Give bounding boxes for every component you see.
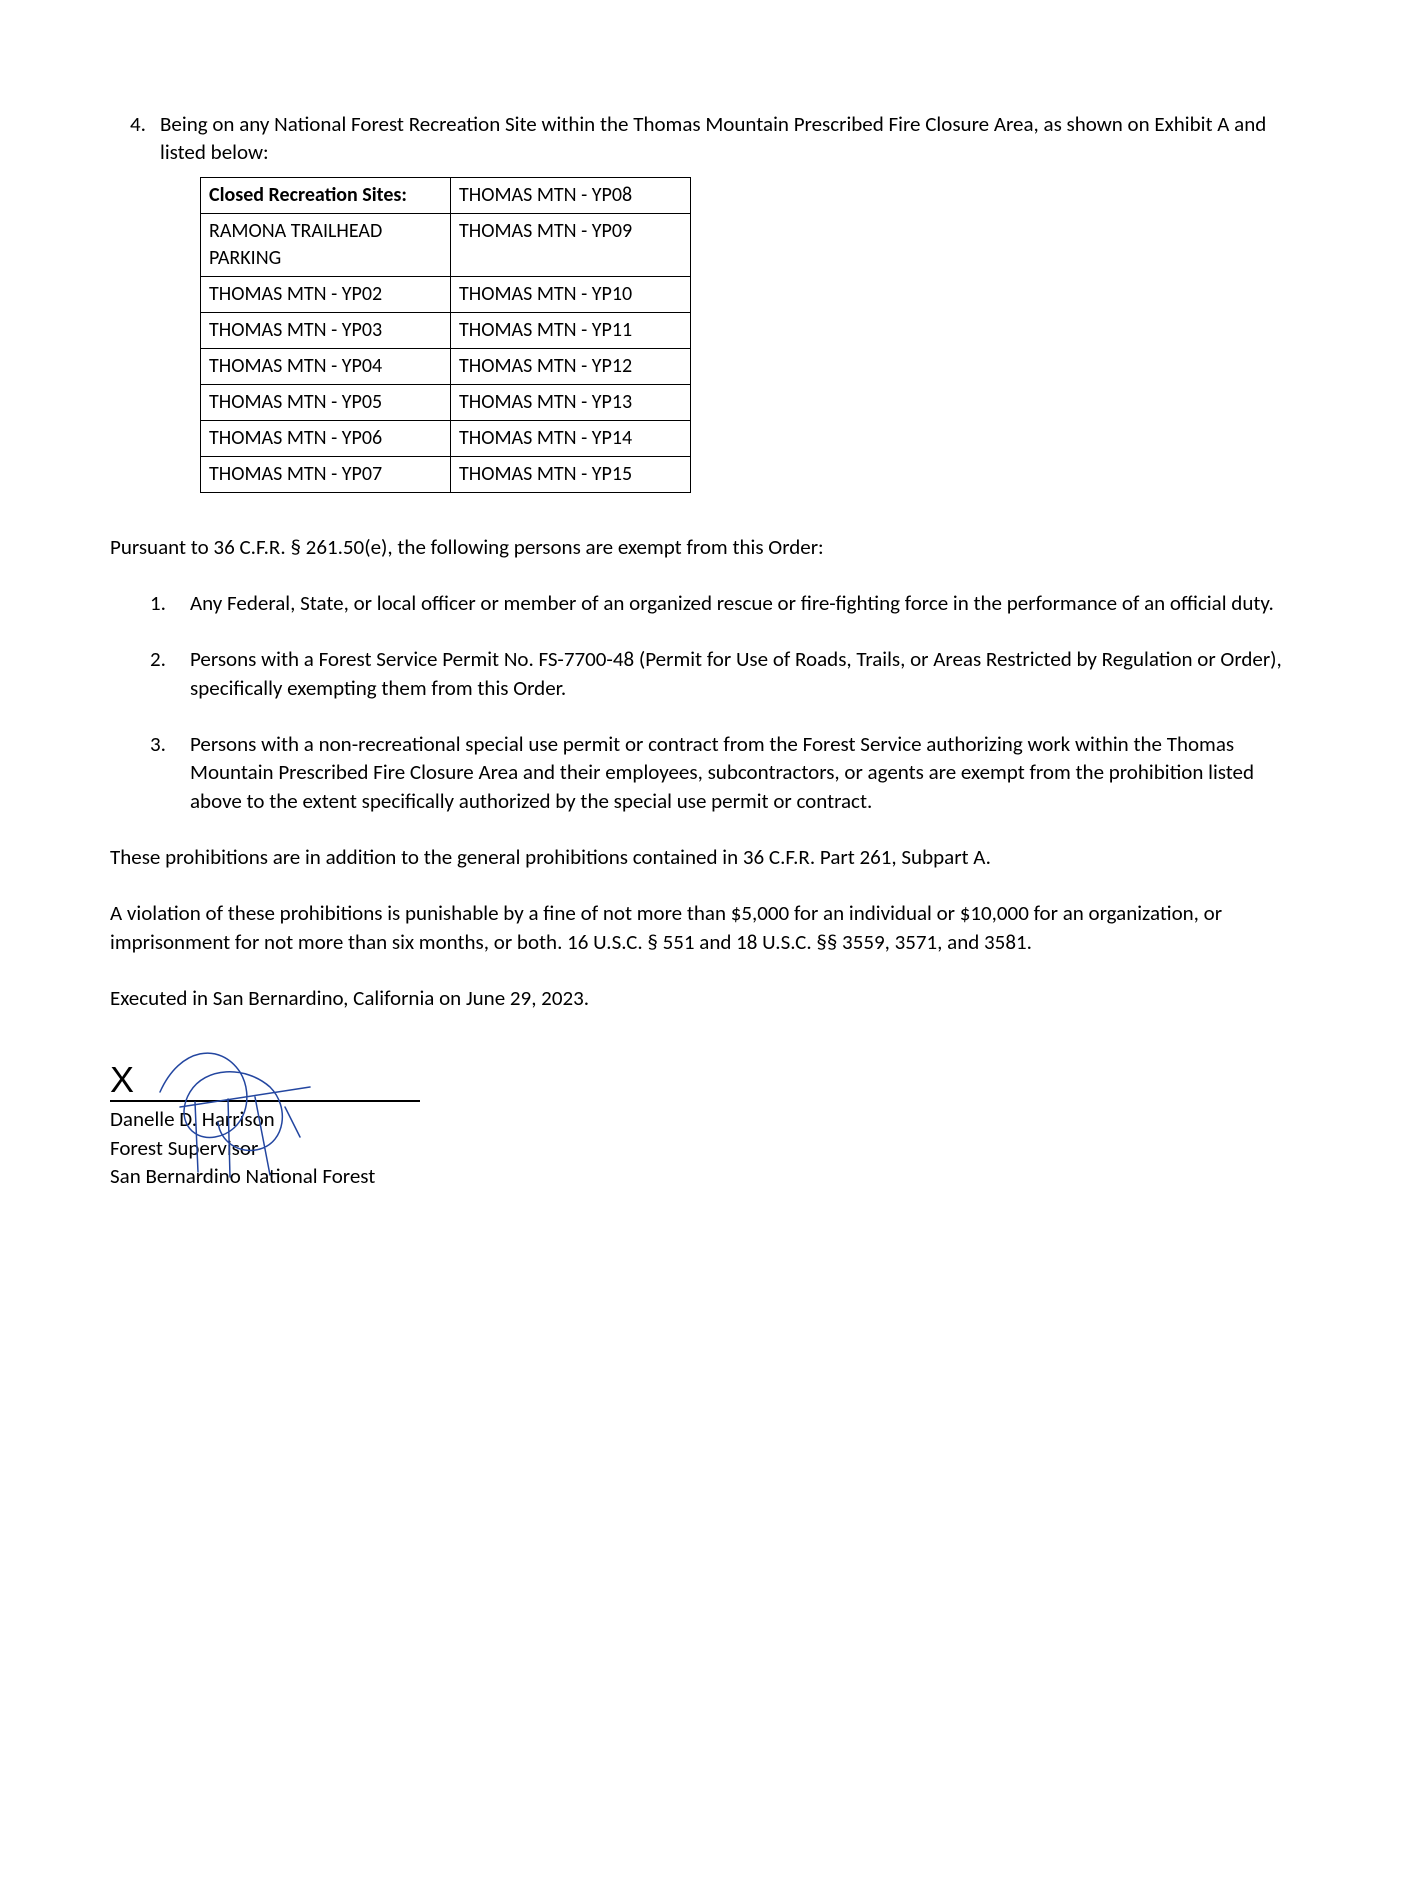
- additional-prohibitions-para: These prohibitions are in addition to th…: [110, 843, 1297, 871]
- table-cell-left: THOMAS MTN - YP04: [201, 348, 451, 384]
- exempt-item-number: 1.: [150, 589, 190, 617]
- table-cell-right: THOMAS MTN - YP14: [451, 420, 691, 456]
- table-cell-right: THOMAS MTN - YP11: [451, 312, 691, 348]
- violation-para: A violation of these prohibitions is pun…: [110, 899, 1297, 956]
- table-cell-left: THOMAS MTN - YP05: [201, 384, 451, 420]
- exempt-item: 3.Persons with a non-recreational specia…: [150, 730, 1297, 815]
- table-cell-left: THOMAS MTN - YP03: [201, 312, 451, 348]
- table-cell-left: THOMAS MTN - YP06: [201, 420, 451, 456]
- table-row: RAMONA TRAILHEAD PARKINGTHOMAS MTN - YP0…: [201, 213, 691, 276]
- closed-recreation-sites-table: Closed Recreation Sites:THOMAS MTN - YP0…: [200, 177, 691, 493]
- item-text: Being on any National Forest Recreation …: [160, 110, 1297, 167]
- prohibition-item-4: 4. Being on any National Forest Recreati…: [110, 110, 1297, 167]
- signature-x-mark: X: [110, 1062, 134, 1098]
- table-row: THOMAS MTN - YP05THOMAS MTN - YP13: [201, 384, 691, 420]
- exempt-item: 2.Persons with a Forest Service Permit N…: [150, 645, 1297, 702]
- exempt-list: 1.Any Federal, State, or local officer o…: [110, 589, 1297, 815]
- table-cell-left: THOMAS MTN - YP07: [201, 456, 451, 492]
- exempt-item-text: Any Federal, State, or local officer or …: [190, 589, 1297, 617]
- exempt-item-text: Persons with a non-recreational special …: [190, 730, 1297, 815]
- table-cell-right: THOMAS MTN - YP12: [451, 348, 691, 384]
- table-header-right: THOMAS MTN - YP08: [451, 177, 691, 213]
- table-cell-left: THOMAS MTN - YP02: [201, 276, 451, 312]
- table-cell-right: THOMAS MTN - YP10: [451, 276, 691, 312]
- exempt-item-text: Persons with a Forest Service Permit No.…: [190, 645, 1297, 702]
- table-row: THOMAS MTN - YP02THOMAS MTN - YP10: [201, 276, 691, 312]
- table-cell-right: THOMAS MTN - YP13: [451, 384, 691, 420]
- signature-scribble: [150, 1037, 350, 1182]
- table-cell-left: RAMONA TRAILHEAD PARKING: [201, 213, 451, 276]
- signature-line: X: [110, 1062, 420, 1102]
- table-row: THOMAS MTN - YP06THOMAS MTN - YP14: [201, 420, 691, 456]
- exempt-intro: Pursuant to 36 C.F.R. § 261.50(e), the f…: [110, 533, 1297, 561]
- table-row: THOMAS MTN - YP04THOMAS MTN - YP12: [201, 348, 691, 384]
- table-header-left: Closed Recreation Sites:: [201, 177, 451, 213]
- executed-para: Executed in San Bernardino, California o…: [110, 984, 1297, 1012]
- item-number: 4.: [110, 110, 160, 167]
- exempt-item-number: 3.: [150, 730, 190, 815]
- table-cell-right: THOMAS MTN - YP09: [451, 213, 691, 276]
- exempt-item: 1.Any Federal, State, or local officer o…: [150, 589, 1297, 617]
- table-row: THOMAS MTN - YP03THOMAS MTN - YP11: [201, 312, 691, 348]
- table-row: THOMAS MTN - YP07THOMAS MTN - YP15: [201, 456, 691, 492]
- table-cell-right: THOMAS MTN - YP15: [451, 456, 691, 492]
- exempt-item-number: 2.: [150, 645, 190, 702]
- signature-block: X Danelle D. Harrison Forest Supervisor …: [110, 1062, 1297, 1190]
